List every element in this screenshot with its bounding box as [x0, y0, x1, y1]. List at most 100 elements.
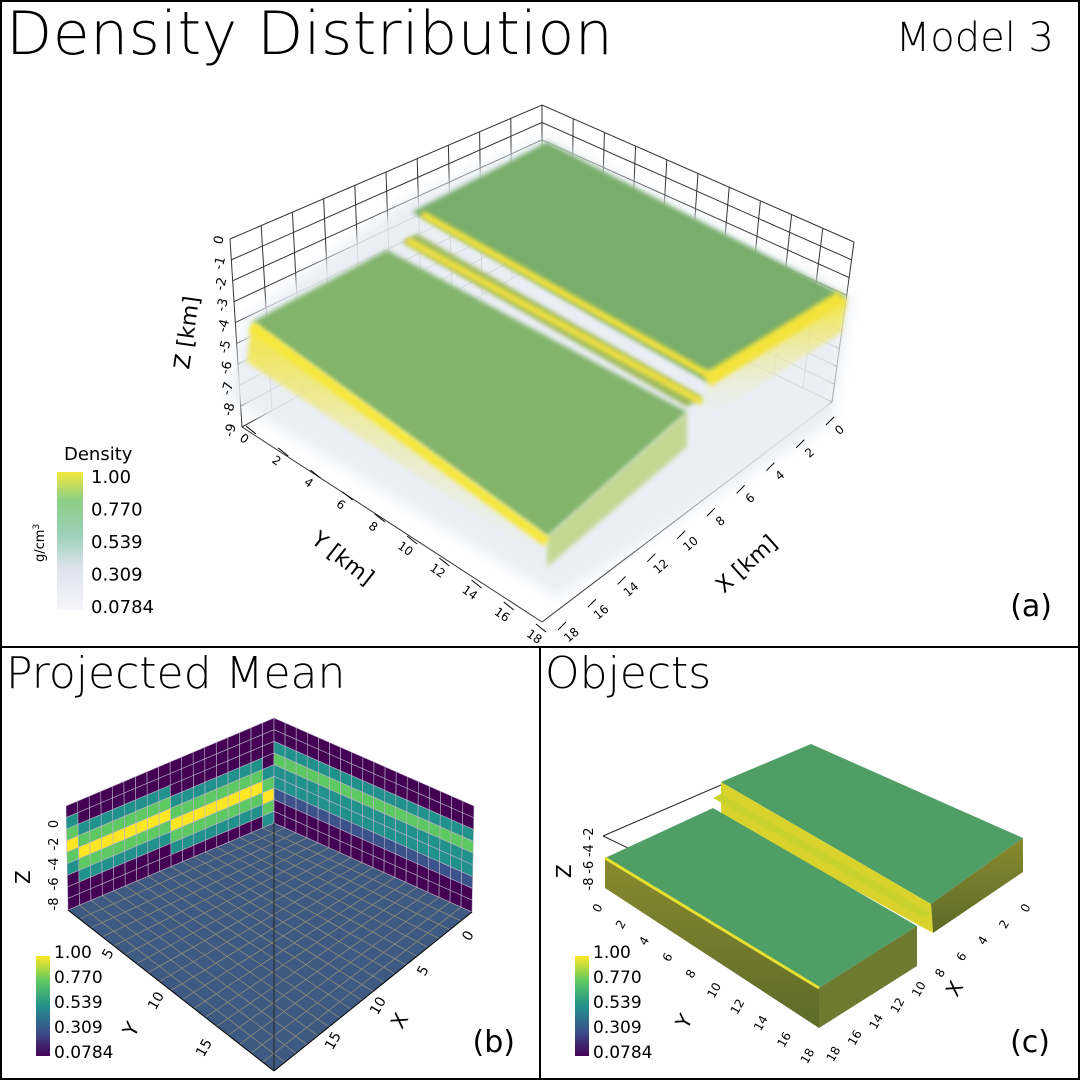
x-tick-mark [676, 530, 686, 540]
x-tick-label: 0 [1018, 901, 1034, 915]
y-tick-label: 4 [636, 934, 652, 948]
x-tick-label: 0 [832, 422, 847, 438]
panel-objects: Objects [539, 646, 1080, 1080]
floor-plane [68, 823, 472, 1071]
panel-c-title: Objects [545, 648, 712, 699]
y-tick-label: 10 [395, 539, 416, 559]
z-tick-label: -4 [582, 844, 597, 857]
model-label: Model 3 [895, 15, 1054, 61]
y-tick-label: 0 [590, 901, 606, 915]
z-axis-label: Z [km] [170, 295, 205, 371]
z-tick-label: -6 [582, 861, 597, 874]
z-tick-label: -9 [222, 422, 240, 438]
y-axis-line [241, 426, 543, 623]
y-axis-line [67, 909, 275, 1072]
x-tick-label: 18 [824, 1044, 844, 1064]
z-tick-label: -3 [214, 297, 232, 313]
x-tick-label: 12 [650, 556, 671, 577]
z-tick-label: -2 [582, 828, 597, 841]
panel-density-distribution: Density Distribution Model 3 [0, 0, 1080, 648]
x-axis-label: X [386, 1008, 414, 1032]
x-tick-mark [587, 598, 597, 608]
y-tick-label: 12 [427, 561, 448, 581]
colorbar-tick-label: 0.0784 [54, 1043, 113, 1063]
axis-ticks: -8 -6 -4 -2 0 5 10 15 0 5 10 15 [47, 820, 478, 1060]
colorbar-tick-labels: 1.00 0.770 0.539 0.309 0.0784 [593, 943, 652, 1063]
y-tick-label: 16 [774, 1029, 794, 1049]
panel-b-letter: (b) [472, 1025, 515, 1060]
y-tick-mark [406, 535, 418, 545]
y-axis-label: Y [km] [306, 526, 379, 591]
colorbar-gradient [575, 956, 589, 1056]
x-tick-mark [766, 462, 775, 471]
z-tick-label: -8 [47, 898, 62, 911]
floor-grid-line [239, 896, 440, 1045]
x-tick-mark [617, 576, 626, 585]
x-tick-label: 10 [367, 994, 390, 1017]
back-block-top [412, 142, 847, 382]
colorbar-gradient [36, 956, 50, 1056]
y-tick-label: 15 [193, 1036, 216, 1059]
x-tick-label: 18 [561, 625, 582, 646]
floor-grid-line [79, 904, 286, 1063]
x-tick-label: 4 [975, 934, 991, 948]
panel-projected-mean: Projected Mean -8 -6 -4 -2 0 5 10 15 0 5 10 15 Z Y … [0, 646, 541, 1080]
x-tick-label: 14 [621, 579, 642, 600]
colorbar-tick-label: 0.0784 [91, 597, 154, 618]
x-tick-label: 8 [713, 513, 728, 529]
x-tick-mark [825, 416, 835, 426]
z-axis-label: Z [11, 870, 35, 884]
stripe-object [713, 794, 931, 918]
x-tick-mark [706, 507, 716, 517]
front-object-top [605, 808, 917, 988]
z-tick-label: -2 [47, 838, 62, 851]
y-tick-label: 10 [145, 989, 168, 1012]
x-tick-label: 4 [772, 468, 787, 484]
y-tick-mark [471, 579, 482, 589]
colorbar-b: 1.00 0.770 0.539 0.309 0.0784 [36, 943, 113, 1063]
y-tick-label: 8 [366, 519, 380, 535]
floor-grid-line [250, 901, 451, 1054]
colorbar-tick-label: 0.309 [593, 1018, 642, 1038]
panel-b-title: Projected Mean [6, 648, 346, 699]
y-tick-label: 14 [460, 583, 481, 603]
x-tick-mark [795, 439, 805, 449]
colorbar-tick-label: 0.539 [593, 993, 642, 1013]
colorbar-gradient [57, 472, 83, 610]
floor-grid-line [90, 900, 297, 1054]
panel-c-letter: (c) [1010, 1025, 1050, 1060]
y-tick-label: 2 [269, 453, 283, 469]
z-tick-label: -4 [215, 318, 233, 334]
back-block-front [702, 297, 847, 422]
y-tick-label: 8 [683, 967, 699, 981]
y-tick-label: 0 [237, 431, 251, 447]
y-tick-mark [310, 469, 321, 479]
y-tick-mark [374, 513, 386, 523]
x-tick-label: 0 [459, 928, 477, 944]
x-tick-label: 15 [322, 1029, 345, 1052]
bright-edge-front [249, 322, 550, 547]
x-tick-label: 6 [954, 950, 970, 964]
y-tick-label: 18 [798, 1046, 818, 1066]
z-tick-label: -7 [219, 380, 237, 396]
colorbar-tick-label: 0.309 [54, 1018, 103, 1038]
z-tick-label: 0 [47, 820, 62, 828]
colorbar-unit-text: g/cm [33, 530, 48, 562]
x-tick-mark [646, 553, 656, 563]
y-tick-label: 12 [728, 997, 748, 1017]
colorbar-tick-label: 0.539 [54, 993, 103, 1013]
y-tick-mark [342, 491, 353, 501]
front-block-top [252, 250, 687, 537]
y-tick-mark [245, 425, 257, 435]
colorbar-tick-label: 1.00 [91, 467, 131, 488]
x-tick-label: 10 [909, 979, 929, 999]
back-object-top [721, 744, 1023, 904]
y-tick-label: 5 [99, 946, 117, 962]
panel-a-title: Density Distribution [6, 0, 614, 69]
bright-edge-right [703, 291, 846, 386]
density-volume [227, 137, 852, 597]
colorbar-unit-sup: 3 [32, 524, 42, 530]
z-tick-label: -8 [221, 401, 239, 417]
x-tick-label: 2 [802, 445, 817, 461]
